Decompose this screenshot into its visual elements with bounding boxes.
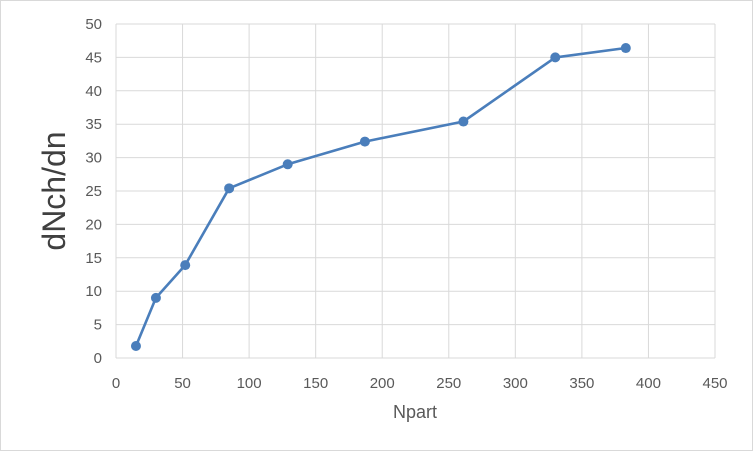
y-tick-label: 5 xyxy=(94,317,102,334)
data-point xyxy=(458,116,469,127)
x-tick-label: 100 xyxy=(237,375,262,392)
x-tick-label: 350 xyxy=(569,375,594,392)
grid-lines xyxy=(115,23,716,359)
data-point xyxy=(620,43,631,54)
x-tick-label: 150 xyxy=(303,375,328,392)
y-tick-label: 0 xyxy=(94,350,102,367)
x-axis-title: Npart xyxy=(393,402,437,422)
data-point xyxy=(180,260,191,271)
y-tick-label: 15 xyxy=(85,250,102,267)
series-line xyxy=(134,46,626,347)
x-tick-label: 0 xyxy=(112,375,120,392)
x-tick-label: 200 xyxy=(370,375,395,392)
y-axis-title: dNch/dn xyxy=(36,131,72,250)
data-point xyxy=(359,136,370,147)
x-tick-label: 250 xyxy=(436,375,461,392)
y-tick-label: 35 xyxy=(85,116,102,133)
y-tick-label: 20 xyxy=(85,216,102,233)
x-tick-label: 300 xyxy=(503,375,528,392)
x-tick-label: 400 xyxy=(636,375,661,392)
x-tick-label: 50 xyxy=(174,375,191,392)
axes: 0 50 100 150 200 250 300 350 400 450 0 5 10 15 20 25 30 3… xyxy=(85,16,727,392)
data-point xyxy=(224,183,235,194)
data-point xyxy=(550,52,561,63)
y-tick-label: 45 xyxy=(85,49,102,66)
y-tick-label: 25 xyxy=(85,183,102,200)
data-point xyxy=(130,340,141,351)
y-tick-label: 30 xyxy=(85,150,102,167)
y-tick-label: 50 xyxy=(85,16,102,33)
data-point xyxy=(150,292,161,303)
y-tick-label: 40 xyxy=(85,83,102,100)
y-tick-label: 10 xyxy=(85,283,102,300)
series-npart-dnch xyxy=(130,43,631,351)
data-point xyxy=(282,159,293,170)
x-tick-label: 450 xyxy=(702,375,727,392)
